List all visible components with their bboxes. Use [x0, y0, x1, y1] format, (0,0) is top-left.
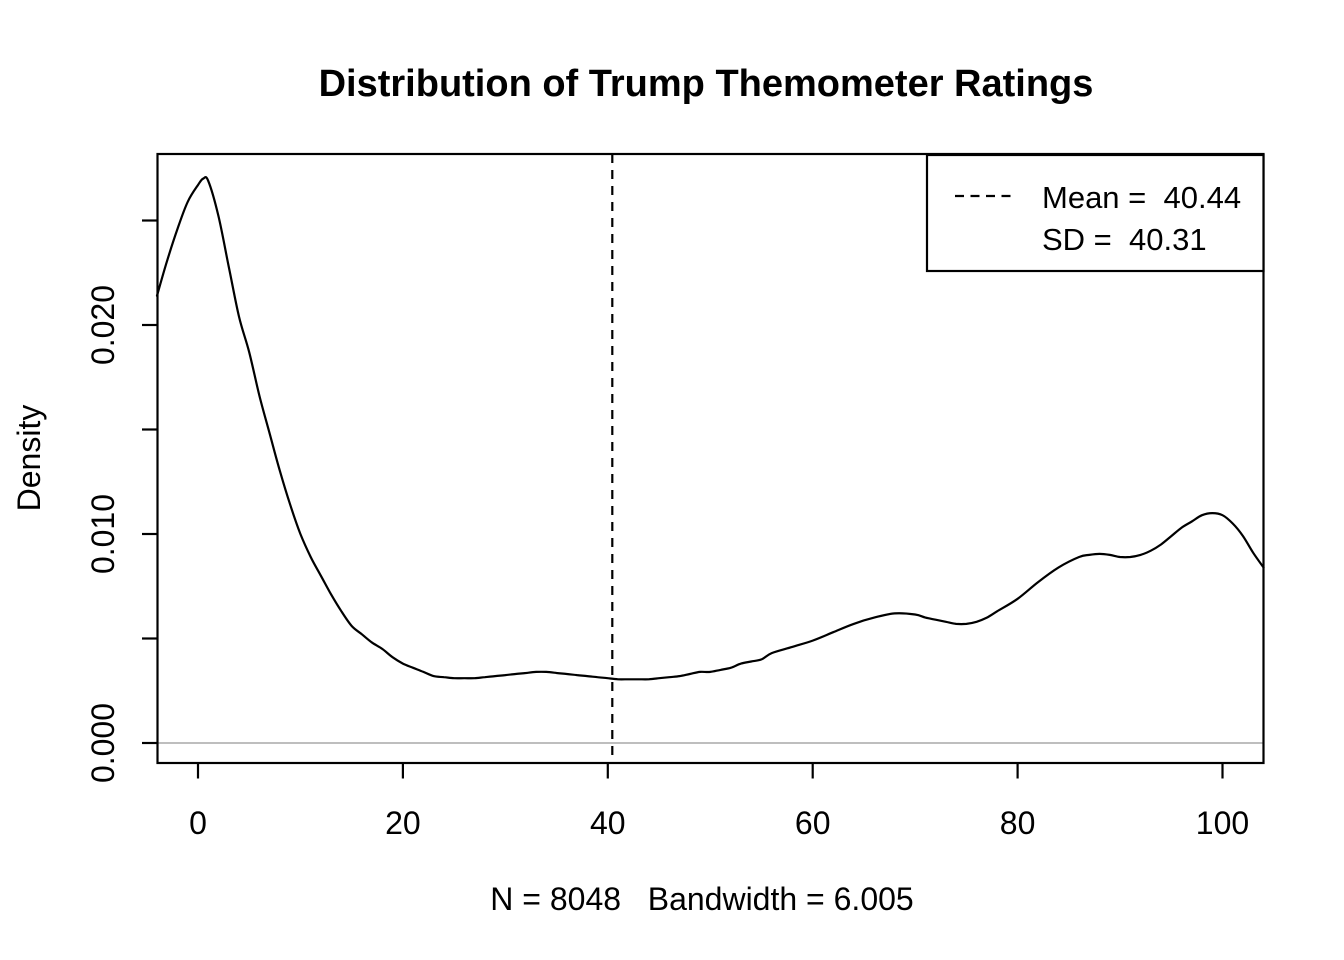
x-tick-label: 60	[795, 805, 831, 841]
density-curve	[155, 176, 1265, 681]
y-tick-label: 0.020	[85, 285, 121, 365]
x-tick-label: 100	[1196, 805, 1249, 841]
y-tick-label: 0.010	[85, 494, 121, 574]
legend-entry-mean: Mean = 40.44	[1042, 180, 1241, 215]
y-axis-label: Density	[11, 405, 47, 512]
x-axis: 0 20 40 60 80 100	[189, 763, 1249, 841]
x-axis-label: N = 8048 Bandwidth = 6.005	[490, 881, 913, 917]
x-tick-label: 80	[1000, 805, 1036, 841]
x-tick-label: 40	[590, 805, 626, 841]
legend-box	[925, 153, 1265, 273]
plot-border	[156, 152, 1265, 765]
x-tick-label: 20	[385, 805, 421, 841]
x-tick-label: 0	[189, 805, 207, 841]
legend-entry-sd: SD = 40.31	[1042, 222, 1207, 257]
chart-title: Distribution of Trump Themometer Ratings	[319, 63, 1094, 105]
legend: Mean = 40.44 SD = 40.31	[925, 153, 1265, 273]
y-tick-label: 0.000	[85, 703, 121, 783]
y-axis: 0.000 0.010 0.020	[85, 219, 158, 783]
